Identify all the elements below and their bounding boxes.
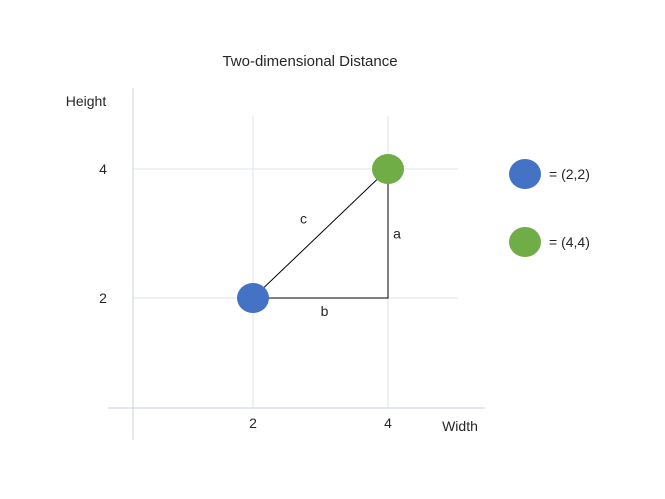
side-label-a: a — [393, 226, 401, 242]
y-axis-label: Height — [66, 93, 107, 109]
legend-label-1: = (2,2) — [549, 166, 590, 182]
chart-title: Two-dimensional Distance — [222, 53, 397, 70]
side-label-c: c — [300, 211, 307, 227]
legend-label-2: = (4,4) — [549, 234, 590, 250]
data-point-4-4 — [372, 154, 404, 184]
legend-marker-1 — [509, 159, 541, 189]
x-tick-label-4: 4 — [384, 415, 392, 431]
data-point-2-2 — [237, 283, 269, 313]
distance-triangle — [251, 167, 389, 299]
y-tick-label-4: 4 — [99, 161, 107, 177]
y-tick-label-2: 2 — [99, 290, 107, 306]
x-tick-label-2: 2 — [249, 415, 257, 431]
side-label-b: b — [321, 303, 329, 319]
x-axis-label: Width — [442, 418, 478, 434]
legend-marker-2 — [509, 227, 541, 257]
